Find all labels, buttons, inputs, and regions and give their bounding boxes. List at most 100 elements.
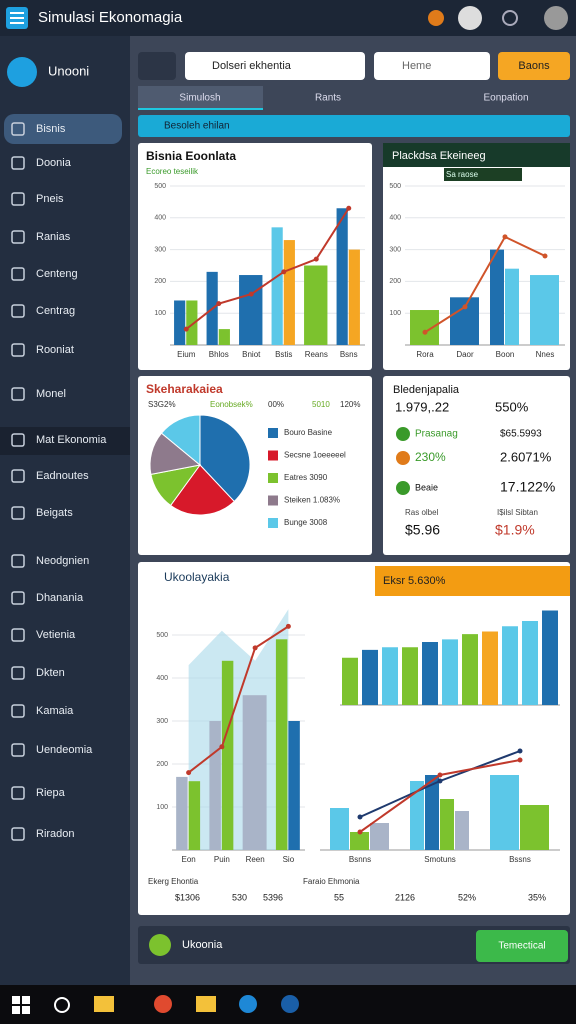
bar bbox=[275, 639, 288, 850]
line-point bbox=[502, 234, 508, 240]
card-header bbox=[375, 566, 570, 596]
nav-item[interactable]: Pneis bbox=[36, 193, 64, 205]
nav-icon bbox=[11, 827, 25, 841]
app-title: Simulasi Ekonomagia bbox=[38, 9, 183, 26]
y-tick-label: 400 bbox=[154, 215, 166, 222]
stat-value: 1.979,.22 bbox=[395, 399, 449, 414]
tab[interactable]: Eonpation bbox=[483, 93, 528, 104]
bar bbox=[502, 626, 518, 705]
nav-item[interactable]: Rooniat bbox=[36, 344, 74, 356]
menu-icon bbox=[10, 12, 24, 24]
bar bbox=[410, 781, 424, 850]
annotation: Eonobsek% bbox=[210, 400, 253, 409]
nav-item[interactable]: Centeng bbox=[36, 268, 78, 280]
y-tick-label: 200 bbox=[154, 278, 166, 285]
app-icon[interactable] bbox=[281, 995, 299, 1013]
nav-icon bbox=[11, 666, 25, 680]
bar bbox=[370, 823, 389, 850]
bar bbox=[442, 639, 458, 705]
app-icon[interactable] bbox=[196, 996, 216, 1012]
stat-icon bbox=[396, 427, 410, 441]
nav-item[interactable]: Neodgnien bbox=[36, 555, 89, 567]
footer-button[interactable] bbox=[476, 930, 568, 962]
tab-active[interactable] bbox=[138, 86, 263, 110]
x-tick-label: Rora bbox=[416, 350, 434, 359]
search-icon[interactable] bbox=[54, 997, 70, 1013]
bar bbox=[330, 808, 349, 850]
stat-value: 2.6071% bbox=[500, 449, 552, 464]
filter-button[interactable] bbox=[138, 52, 176, 80]
action-button[interactable] bbox=[498, 52, 570, 80]
legend-swatch bbox=[268, 450, 278, 461]
x-tick-label: Sio bbox=[283, 855, 295, 864]
avatar[interactable] bbox=[544, 6, 568, 30]
y-tick-label: 300 bbox=[156, 718, 168, 725]
nav-item[interactable]: Doonia bbox=[36, 157, 72, 169]
banner-text: Besoleh ehilan bbox=[164, 121, 230, 132]
start-icon[interactable] bbox=[12, 996, 30, 1014]
bar bbox=[520, 805, 549, 850]
icon[interactable] bbox=[428, 10, 444, 26]
nav-item[interactable]: Monel bbox=[36, 388, 66, 400]
bar bbox=[542, 610, 558, 705]
line-point bbox=[219, 744, 225, 750]
line-point bbox=[285, 623, 291, 629]
x-tick-label: Bsns bbox=[340, 350, 358, 359]
button-text[interactable]: Temectical bbox=[498, 941, 545, 952]
stat-value: $65.5993 bbox=[500, 429, 542, 440]
line-point bbox=[357, 829, 363, 835]
footer-bar bbox=[138, 926, 570, 964]
nav-item[interactable]: Mat Ekonomia bbox=[36, 434, 107, 446]
nav-icon bbox=[11, 554, 25, 568]
app-icon[interactable] bbox=[94, 996, 114, 1012]
icon[interactable] bbox=[502, 10, 518, 26]
dropdown[interactable] bbox=[374, 52, 490, 80]
tab[interactable]: Simulosh bbox=[179, 93, 220, 104]
nav-item[interactable]: Kamaia bbox=[36, 705, 74, 717]
pie-slice bbox=[160, 414, 201, 467]
nav-item[interactable]: Dhanania bbox=[36, 592, 84, 604]
annotation: 00% bbox=[268, 400, 284, 409]
line-point bbox=[346, 205, 352, 211]
legend-label: Bouro Basine bbox=[284, 428, 333, 437]
button-text: Baons bbox=[518, 60, 550, 72]
line-point bbox=[252, 645, 258, 651]
x-tick-label: Bssns bbox=[509, 855, 531, 864]
line-point bbox=[281, 269, 287, 275]
search-box[interactable] bbox=[185, 52, 365, 80]
card-subtitle: Ecoreo teseilik bbox=[146, 167, 199, 176]
nav-icon bbox=[11, 786, 25, 800]
legend: Sa raose bbox=[446, 170, 479, 179]
bar bbox=[283, 240, 295, 345]
app-icon[interactable] bbox=[154, 995, 172, 1013]
bar bbox=[362, 649, 378, 705]
nav-item[interactable]: Riepa bbox=[36, 787, 66, 799]
y-tick-label: 100 bbox=[389, 310, 401, 317]
nav-icon bbox=[11, 743, 25, 757]
nav-icon bbox=[11, 387, 25, 401]
nav-item[interactable]: Centrag bbox=[36, 305, 75, 317]
line bbox=[185, 207, 350, 330]
nav-item[interactable]: Dkten bbox=[36, 667, 65, 679]
summary-label: Ekerg Ehontia bbox=[148, 877, 199, 886]
stat-label: Beaie bbox=[415, 482, 438, 492]
app-icon[interactable] bbox=[239, 995, 257, 1013]
avatar[interactable] bbox=[458, 6, 482, 30]
y-tick-label: 300 bbox=[154, 246, 166, 253]
nav-item[interactable]: Uendeomia bbox=[36, 744, 93, 756]
nav-item[interactable]: Ranias bbox=[36, 231, 71, 243]
tab[interactable]: Rants bbox=[315, 93, 341, 104]
nav-icon bbox=[11, 267, 25, 281]
nav-item[interactable]: Bisnis bbox=[36, 123, 66, 135]
nav-icon bbox=[11, 122, 25, 136]
nav-item[interactable]: Eadnoutes bbox=[36, 470, 89, 482]
summary-value: 52% bbox=[458, 892, 476, 902]
bar bbox=[336, 208, 348, 345]
stat-label: 230% bbox=[415, 450, 446, 464]
summary-value: 55 bbox=[334, 892, 344, 902]
bar bbox=[176, 776, 188, 850]
nav-item[interactable]: Beigats bbox=[36, 507, 73, 519]
bar bbox=[271, 227, 283, 345]
nav-item[interactable]: Vetienia bbox=[36, 629, 76, 641]
nav-item[interactable]: Riradon bbox=[36, 828, 75, 840]
